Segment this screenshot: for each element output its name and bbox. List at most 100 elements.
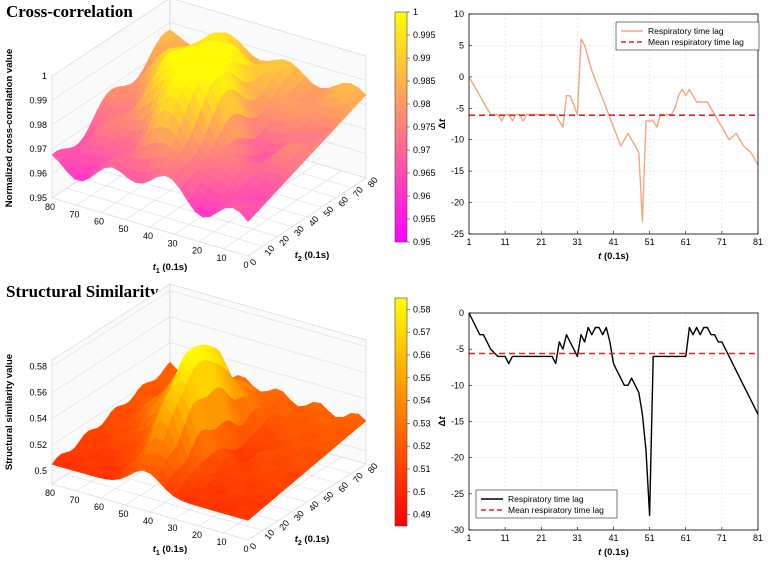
plot-frame <box>468 312 759 531</box>
t1-tick-label: 0 <box>243 260 248 270</box>
t2-tick-label: 0 <box>248 257 259 267</box>
t1-tick-label: 10 <box>216 537 226 547</box>
t1-tick-label: 30 <box>167 238 177 248</box>
t2-tick-label: 10 <box>262 243 276 257</box>
colorbar-tick-label: 0.49 <box>413 510 431 520</box>
colorbar-tick-label: 0.51 <box>413 464 431 474</box>
z-tick-label: 0.5 <box>34 466 47 476</box>
z-axis-label: Structural similarity value <box>4 354 15 470</box>
colorbar-tick-label: 0.52 <box>413 441 431 451</box>
colorbar-tick-label: 0.965 <box>413 168 436 178</box>
colorbar-gradient <box>394 11 408 243</box>
t2-tick-label: 80 <box>366 461 380 475</box>
y-tick-label: -15 <box>451 166 464 176</box>
t2-tick-label: 20 <box>277 518 291 532</box>
colorbar-tick-label: 0.55 <box>413 373 431 383</box>
t1-tick-label: 80 <box>45 202 55 212</box>
t1-tick-label: 10 <box>216 253 226 263</box>
z-gridline <box>51 22 367 101</box>
x-tick-label: 11 <box>500 237 509 247</box>
y-axis-label: Δt <box>437 416 448 427</box>
colorbar-tick-label: 0.5 <box>413 487 426 497</box>
y-tick-label: -15 <box>451 417 464 427</box>
x-tick-label: 31 <box>572 533 582 543</box>
floor-gridline <box>247 177 367 257</box>
t2-tick-label: 30 <box>292 224 306 238</box>
t2-tick-label: 20 <box>277 234 291 248</box>
x-tick-label: 51 <box>645 533 655 543</box>
y-tick-label: -20 <box>451 453 464 463</box>
colorbar-tick-label: 0.98 <box>413 99 431 109</box>
floor-gridline <box>223 456 342 534</box>
x-tick-label: 11 <box>500 533 509 543</box>
x-tick-label: 71 <box>717 533 727 543</box>
y-tick-label: 5 <box>459 40 464 50</box>
t1-tick-label: 0 <box>243 544 248 554</box>
t2-tick-label: 60 <box>336 195 350 209</box>
z-tick-label: 0.58 <box>29 362 47 372</box>
colorbar-gradient <box>394 297 408 527</box>
t2-tick-label: 30 <box>292 509 306 523</box>
colorbar-tick-label: 0.97 <box>413 145 431 155</box>
legend-label: Respiratory time lag <box>648 26 724 36</box>
t1-tick-label: 20 <box>192 530 202 540</box>
t2-tick-label: 40 <box>307 499 321 513</box>
t1-axis-label: t1 (0.1s) <box>153 544 188 557</box>
x-tick-label: 21 <box>536 237 546 247</box>
colorbar-tick-label: 0.95 <box>413 237 431 247</box>
respiratory-lag-line <box>468 312 759 517</box>
colorbar-tick-label: 0.96 <box>413 191 431 201</box>
legend-box <box>615 21 760 51</box>
z-gridline <box>51 316 367 393</box>
t1-tick-label: 20 <box>192 246 202 256</box>
surface-patch <box>240 208 253 223</box>
colorbar-tick-label: 0.58 <box>413 304 431 314</box>
legend-label: Respiratory time lag <box>508 494 584 504</box>
y-tick-label: -5 <box>456 344 464 354</box>
z-tick-label: 0.97 <box>29 144 47 154</box>
z-tick-label: 0.98 <box>29 120 47 130</box>
colorbar-tick-label: 0.53 <box>413 418 431 428</box>
y-tick-label: -30 <box>451 525 464 535</box>
floor-gridline <box>247 463 367 541</box>
colorbar-structural-similarity: 0.49 0.5 0.51 0.52 0.53 0.54 0.55 0.56 0.57 0.58 <box>394 297 431 527</box>
t1-tick-label: 70 <box>69 495 79 505</box>
legend-label: Mean respiratory time lag <box>648 37 744 47</box>
respiratory-lag-line <box>468 38 759 223</box>
y-tick-label: -10 <box>451 380 464 390</box>
colorbar-tick-label: 0.56 <box>413 350 431 360</box>
t1-tick-label: 70 <box>69 209 79 219</box>
t2-tick-label: 10 <box>262 528 276 542</box>
surface-patch <box>240 509 253 521</box>
t2-tick-label: 70 <box>351 471 365 485</box>
t1-axis-label: t1 (0.1s) <box>153 262 188 275</box>
line-plot-cross-correlation-lag: 1 11 21 31 41 51 61 71 811050-5-10-15-20-25Respi… <box>437 9 763 262</box>
x-tick-label: 31 <box>572 237 582 247</box>
x-tick-label: 61 <box>681 533 691 543</box>
t2-axis-label: t2 (0.1s) <box>295 534 330 547</box>
t2-tick-label: 80 <box>366 175 380 189</box>
colorbar-tick-label: 0.985 <box>413 76 436 86</box>
z-tick-label: 0.95 <box>29 193 47 203</box>
t1-tick-label: 30 <box>167 523 177 533</box>
x-axis-label: t (0.1s) <box>598 251 629 262</box>
t1-tick-label: 60 <box>94 217 104 227</box>
t1-tick-label: 80 <box>45 488 55 498</box>
y-tick-label: 0 <box>459 308 464 318</box>
z-gridline <box>51 342 367 419</box>
t1-tick-label: 40 <box>143 516 153 526</box>
y-tick-label: -10 <box>451 135 464 145</box>
y-tick-label: -5 <box>456 103 464 113</box>
y-tick-label: 0 <box>459 72 464 82</box>
t2-tick-label: 50 <box>321 490 335 504</box>
x-tick-label: 41 <box>608 533 618 543</box>
t2-tick-label: 60 <box>336 480 350 494</box>
x-tick-label: 21 <box>536 533 546 543</box>
x-tick-label: 81 <box>753 533 763 543</box>
z-gridline <box>51 290 367 367</box>
legend-label: Mean respiratory time lag <box>508 505 604 515</box>
x-tick-label: 61 <box>681 237 691 247</box>
t2-tick-label: 70 <box>351 185 365 199</box>
